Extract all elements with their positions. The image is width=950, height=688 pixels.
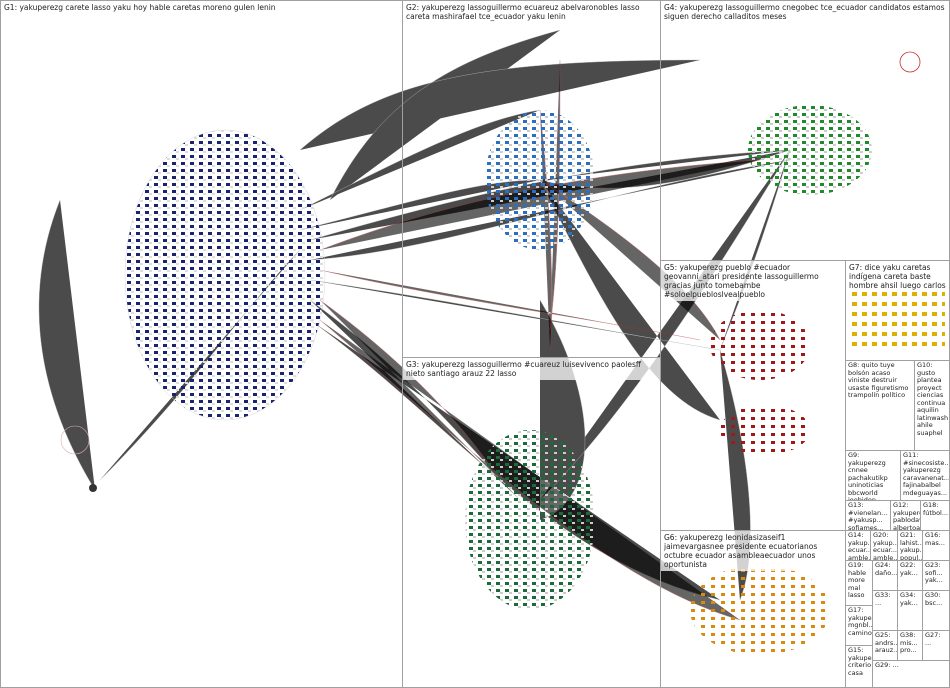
group-label: G23: sofi... yak... — [923, 561, 949, 586]
group-label: G15: yakupe... criterio casa — [846, 646, 872, 678]
group-panel: G22: yak... — [897, 560, 923, 591]
group-label: G16: mas... — [923, 531, 949, 548]
group-label: G33: ... — [873, 591, 897, 608]
cluster-g5 — [710, 310, 810, 380]
group-label: G7: dice yaku caretas indígena careta ba… — [846, 261, 949, 292]
group-label: G8: quito tuye bolsón acaso viniste dest… — [846, 361, 914, 401]
cluster-g4 — [748, 105, 872, 195]
group-label: G10: gusto plantea proyect ciencias cont… — [915, 361, 949, 438]
group-label: G22: yak... — [898, 561, 922, 578]
group-panel: G8: quito tuye bolsón acaso viniste dest… — [845, 360, 915, 451]
group-label: G11: #sinecosiste... yakuperezg caravane… — [901, 451, 950, 498]
group-panel: G7: dice yaku caretas indígena careta ba… — [845, 260, 950, 361]
ring — [60, 425, 90, 455]
group-label: G25: andrs... arauz... — [873, 631, 898, 656]
cluster-g3 — [465, 430, 595, 610]
group-panel: G17: yakupere... mgnbl... camino — [845, 605, 873, 646]
group-panel: G14: yakup... ecuar... amble... — [845, 530, 871, 561]
group-label: G21: lahist... yakup... popul... — [898, 531, 923, 561]
group-label: G12: yakupere... pablodav... albertoac..… — [891, 501, 920, 530]
group-panel: G9: yakuperezg cnnee pachakutikp uninoti… — [845, 450, 901, 501]
group-panel: G29: ... — [872, 660, 950, 688]
group-panel: G34: yak... — [897, 590, 923, 631]
cluster-g6 — [690, 565, 830, 655]
group-panel: G33: ... — [872, 590, 898, 631]
group-label: G2: yakuperezg lassoguillermo ecuareuz a… — [403, 1, 660, 23]
group-label: G1: yakuperezg carete lasso yaku hoy hab… — [1, 1, 402, 14]
group-panel: G12: yakupere... pablodav... albertoac..… — [890, 500, 921, 531]
cluster-g2 — [485, 110, 595, 250]
group-panel: G16: mas... — [922, 530, 950, 561]
group-label: G27: ... — [923, 631, 949, 648]
group-panel: G19: hable more mal lasso — [845, 560, 873, 606]
group-panel: G10: gusto plantea proyect ciencias cont… — [914, 360, 950, 451]
cluster-g1 — [124, 129, 326, 421]
group-label: G38: mis... pro... — [898, 631, 922, 656]
group-panel: G25: andrs... arauz... — [872, 630, 898, 661]
group-panel: G27: ... — [922, 630, 950, 661]
hub-node — [89, 484, 97, 492]
group-label: G24: daño... — [873, 561, 898, 578]
group-label: G18: fútbol... — [921, 501, 949, 518]
ring — [899, 51, 921, 73]
group-label: G4: yakuperezg lassoguillermo cnegobec t… — [661, 1, 949, 23]
group-panel: G3: yakuperezg lassoguillermo #cuareuz l… — [402, 357, 661, 688]
group-panel: G11: #sinecosiste... yakuperezg caravane… — [900, 450, 950, 501]
cluster-g5b — [720, 405, 810, 455]
group-label: G14: yakup... ecuar... amble... — [846, 531, 871, 561]
group-label: G19: hable more mal lasso — [846, 561, 872, 601]
group-panel: G23: sofi... yak... — [922, 560, 950, 591]
group-label: G3: yakuperezg lassoguillermo #cuareuz l… — [403, 358, 660, 380]
group-panel: G38: mis... pro... — [897, 630, 923, 661]
group-panel: G13: #vienelan... #yakusp... sofiames...… — [845, 500, 891, 531]
group-label: G34: yak... — [898, 591, 922, 608]
group-label: G9: yakuperezg cnnee pachakutikp uninoti… — [846, 451, 900, 500]
group-label: G20: yakup... ecuar... amble... — [871, 531, 898, 561]
group-label: G13: #vienelan... #yakusp... sofiames...… — [846, 501, 890, 530]
group-panel: G18: fútbol... — [920, 500, 950, 531]
group-panel: G1: yakuperezg carete lasso yaku hoy hab… — [0, 0, 403, 688]
group-panel: G2: yakuperezg lassoguillermo ecuareuz a… — [402, 0, 661, 358]
group-panel: G15: yakupe... criterio casa — [845, 645, 873, 688]
group-label: G17: yakupere... mgnbl... camino — [846, 606, 873, 638]
group-label: G29: ... — [873, 661, 949, 671]
group-panel: G20: yakup... ecuar... amble... — [870, 530, 898, 561]
group-panel: G24: daño... — [872, 560, 898, 591]
group-panel: G4: yakuperezg lassoguillermo cnegobec t… — [660, 0, 950, 261]
group-panel: G30: bsc... — [922, 590, 950, 631]
group-label: G6: yakuperezg leonidasizaseif1 jaimevar… — [661, 531, 845, 571]
group-panel: G6: yakuperezg leonidasizaseif1 jaimevar… — [660, 530, 846, 688]
cluster-g7 — [850, 290, 945, 350]
group-label: G5: yakuperezg pueblo #ecuador geovanni_… — [661, 261, 845, 301]
group-panel: G5: yakuperezg pueblo #ecuador geovanni_… — [660, 260, 846, 531]
group-label: G30: bsc... — [923, 591, 949, 608]
group-panel: G21: lahist... yakup... popul... — [897, 530, 923, 561]
